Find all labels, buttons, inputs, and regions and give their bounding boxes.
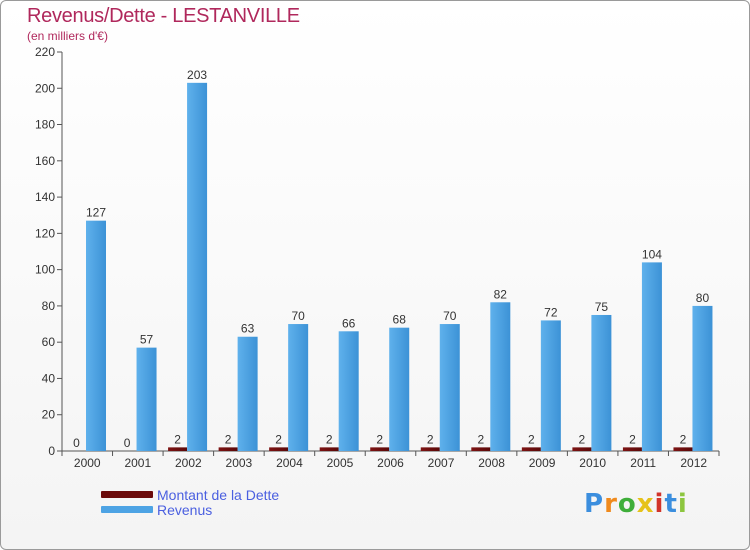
logo-letter: P (584, 489, 605, 519)
x-tick-label: 2009 (529, 456, 556, 470)
y-tick-label: 140 (35, 190, 55, 204)
y-tick-label: 100 (35, 263, 55, 277)
bar-dette (218, 447, 238, 451)
data-label-dette: 2 (680, 432, 687, 446)
bar-revenus (187, 82, 208, 451)
y-tick-label: 80 (42, 299, 56, 313)
data-label-dette: 2 (174, 432, 181, 446)
data-label-revenus: 80 (696, 291, 710, 305)
y-tick-label: 200 (35, 81, 55, 95)
x-tick-label: 2007 (428, 456, 455, 470)
x-tick-label: 2011 (630, 456, 656, 470)
data-label-dette: 2 (326, 432, 333, 446)
data-label-dette: 2 (477, 432, 484, 446)
logo-letter: i (677, 489, 688, 519)
data-label-revenus: 70 (291, 309, 305, 323)
data-label-dette: 2 (528, 432, 535, 446)
bar-revenus (490, 302, 511, 451)
x-tick-label: 2012 (680, 456, 707, 470)
bar-dette (319, 447, 339, 451)
data-label-revenus: 63 (241, 322, 255, 336)
data-label-dette: 2 (376, 432, 383, 446)
bar-revenus (641, 262, 662, 451)
legend-label-revenus: Revenus (157, 501, 213, 518)
data-label-revenus: 66 (342, 316, 356, 330)
y-tick-label: 180 (35, 118, 55, 132)
chart-title: Revenus/Dette - LESTANVILLE (27, 5, 300, 27)
legend: Montant de la Dette Revenus (101, 486, 280, 518)
data-label-dette: 0 (73, 436, 80, 450)
legend-swatch-dette (101, 491, 153, 498)
x-tick-label: 2008 (478, 456, 505, 470)
y-tick-label: 220 (35, 45, 55, 59)
bar-revenus (591, 314, 612, 451)
legend-item-revenus: Revenus (101, 501, 279, 518)
bar-revenus (389, 327, 410, 451)
data-label-dette: 2 (275, 432, 282, 446)
x-tick-label: 2000 (74, 456, 101, 470)
y-tick-label: 160 (35, 154, 55, 168)
bar-revenus (540, 320, 561, 451)
x-tick-label: 2001 (124, 456, 151, 470)
bar-dette (420, 447, 440, 451)
y-tick-label: 20 (42, 408, 56, 422)
bar-dette (622, 447, 642, 451)
data-label-revenus: 68 (393, 313, 407, 327)
x-tick-label: 2003 (226, 456, 253, 470)
data-label-dette: 2 (427, 432, 434, 446)
logo-letter: x (636, 489, 655, 519)
proxiti-logo: Proxiti (584, 489, 688, 519)
legend-label-dette: Montant de la Dette (157, 486, 280, 503)
data-label-dette: 2 (629, 432, 636, 446)
data-label-dette: 2 (225, 432, 232, 446)
bar-revenus (338, 331, 359, 451)
bar-dette (572, 447, 592, 451)
bar-revenus (692, 305, 713, 451)
x-tick-label: 2005 (327, 456, 354, 470)
x-tick-label: 2002 (175, 456, 202, 470)
data-label-revenus: 70 (443, 309, 457, 323)
data-label-dette: 2 (579, 432, 586, 446)
x-tick-label: 2010 (579, 456, 606, 470)
bar-revenus (136, 347, 157, 451)
data-label-revenus: 104 (642, 247, 662, 261)
chart-subtitle: (en milliers d'€) (27, 29, 108, 43)
logo-letter: r (604, 489, 618, 519)
bar-dette (673, 447, 693, 451)
bar-dette (521, 447, 541, 451)
bar-dette (269, 447, 289, 451)
bar-dette (370, 447, 390, 451)
y-tick-label: 40 (42, 371, 56, 385)
bar-dette (471, 447, 491, 451)
y-tick-label: 60 (42, 335, 56, 349)
bar-revenus (237, 336, 258, 451)
bar-dette (168, 447, 188, 451)
legend-swatch-revenus (101, 506, 153, 513)
y-tick-label: 0 (48, 444, 55, 458)
logo-letter: i (654, 489, 665, 519)
logo-letter: o (617, 489, 637, 519)
bar-revenus (288, 324, 309, 451)
data-label-revenus: 82 (494, 287, 508, 301)
data-label-dette: 0 (124, 436, 131, 450)
logo-letter: t (664, 489, 678, 519)
bar-revenus (439, 324, 460, 451)
data-label-revenus: 57 (140, 333, 154, 347)
legend-item-dette: Montant de la Dette (101, 486, 280, 503)
y-tick-label: 120 (35, 226, 55, 240)
data-label-revenus: 127 (86, 206, 106, 220)
data-label-revenus: 75 (595, 300, 609, 314)
x-tick-label: 2004 (276, 456, 303, 470)
data-label-revenus: 72 (544, 305, 558, 319)
x-tick-label: 2006 (377, 456, 404, 470)
bar-revenus (86, 220, 106, 451)
data-label-revenus: 203 (187, 68, 207, 82)
